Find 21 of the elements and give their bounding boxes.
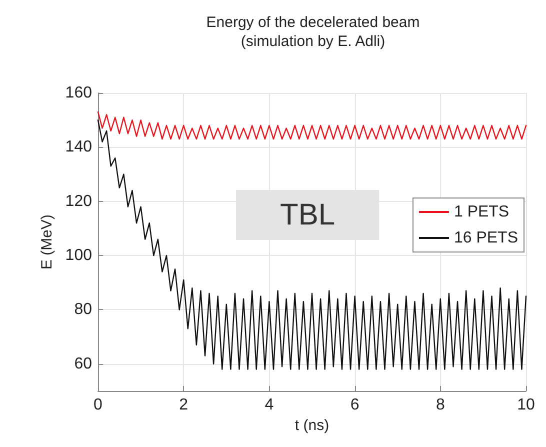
- x-tick-label: 6: [350, 396, 360, 414]
- y-tick-label: 140: [65, 138, 92, 156]
- y-tick-label: 120: [65, 192, 92, 210]
- line-series: [97, 119, 527, 370]
- y-tick-label: 80: [74, 301, 92, 318]
- legend-label: 1 PETS: [454, 204, 510, 220]
- y-tick-label: 60: [74, 355, 92, 372]
- x-tick-label: 4: [264, 396, 274, 414]
- annotation: TBL: [280, 198, 336, 232]
- y-tick-label: 100: [65, 247, 92, 264]
- x-axis-title: t (ns): [294, 416, 330, 434]
- chart-subtitle: (simulation by E. Adli): [240, 33, 386, 50]
- x-tick-label: 0: [94, 396, 103, 414]
- chart-title: Energy of the decelerated beam: [206, 14, 420, 31]
- y-axis-title: E (MeV): [38, 214, 56, 270]
- x-tick-label: 10: [517, 396, 535, 414]
- y-tick-label: 160: [65, 84, 92, 102]
- x-tick-label: 8: [436, 396, 445, 414]
- line-series: [97, 111, 527, 140]
- legend-label: 16 PETS: [454, 230, 518, 246]
- x-tick-label: 2: [179, 396, 188, 414]
